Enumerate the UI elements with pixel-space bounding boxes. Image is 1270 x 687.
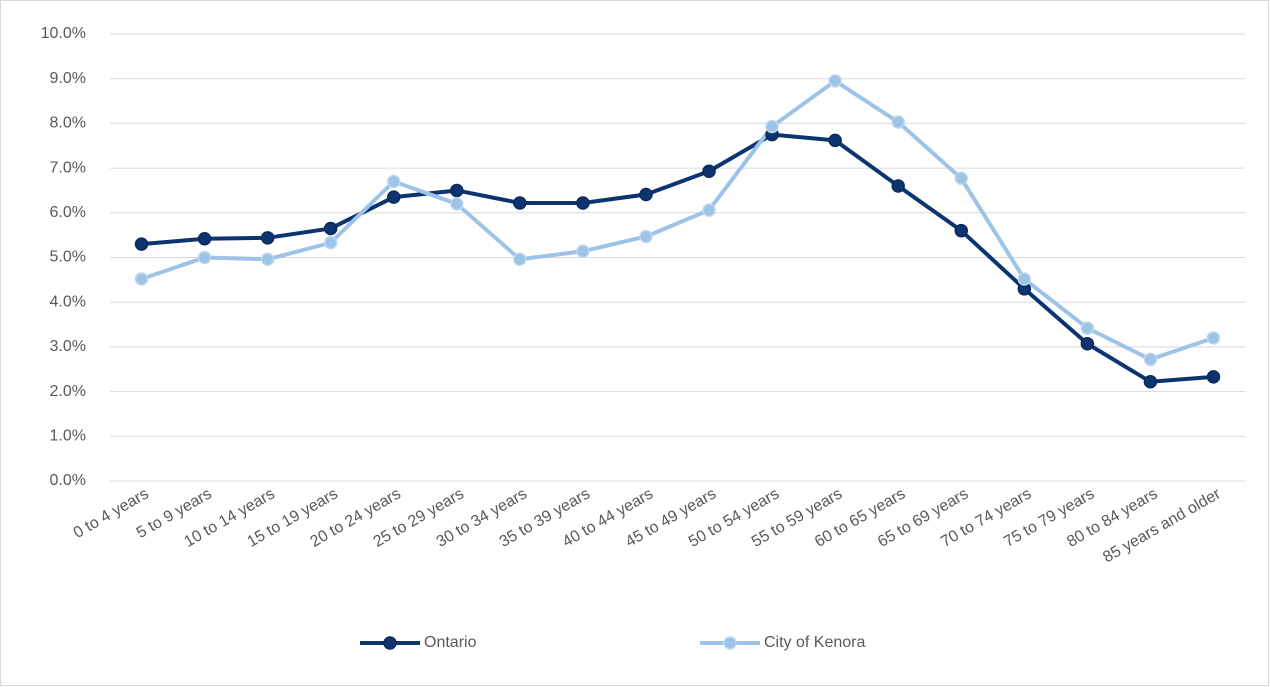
data-point <box>513 196 527 210</box>
data-point <box>891 115 905 129</box>
data-point <box>702 203 716 217</box>
data-point <box>1206 370 1221 384</box>
y-tick-label: 2.0% <box>50 383 86 400</box>
y-tick-label: 5.0% <box>50 249 86 266</box>
data-point <box>323 235 338 250</box>
data-point <box>954 223 968 238</box>
data-point <box>387 174 401 189</box>
data-point <box>260 252 275 267</box>
data-point <box>513 252 527 267</box>
data-point <box>576 196 590 210</box>
data-point <box>450 183 464 198</box>
data-point <box>765 119 779 134</box>
data-point <box>260 231 275 245</box>
data-point <box>323 221 338 236</box>
y-tick-label: 10.0% <box>41 25 86 42</box>
data-point <box>639 187 653 202</box>
y-tick-label: 3.0% <box>50 338 86 355</box>
data-point <box>450 197 464 211</box>
y-tick-label: 8.0% <box>50 115 86 132</box>
series-line <box>141 132 1214 384</box>
data-point <box>1143 375 1158 389</box>
series-line <box>140 78 1215 362</box>
data-point <box>891 179 905 193</box>
data-point <box>639 229 653 244</box>
data-point <box>197 250 212 265</box>
legend-marker <box>383 636 397 650</box>
data-point <box>954 171 968 186</box>
data-point <box>828 74 842 88</box>
data-point <box>1017 272 1032 286</box>
legend-label: Ontario <box>424 634 477 651</box>
data-point <box>576 244 590 258</box>
y-tick-label: 1.0% <box>50 428 86 445</box>
y-tick-label: 7.0% <box>50 159 86 176</box>
data-point <box>134 272 149 286</box>
data-point <box>1080 321 1095 335</box>
data-point <box>134 237 149 251</box>
data-point <box>1143 352 1158 367</box>
y-tick-label: 4.0% <box>50 293 86 310</box>
data-point <box>702 164 716 178</box>
legend-marker <box>723 636 737 650</box>
y-tick-label: 6.0% <box>50 204 86 221</box>
data-point <box>828 133 842 148</box>
legend-label: City of Kenora <box>764 634 865 651</box>
data-point <box>1206 331 1221 345</box>
data-point <box>197 231 212 246</box>
data-point <box>387 190 401 204</box>
data-point <box>1080 337 1095 351</box>
y-tick-label: 0.0% <box>50 472 86 489</box>
y-tick-label: 9.0% <box>50 70 86 87</box>
